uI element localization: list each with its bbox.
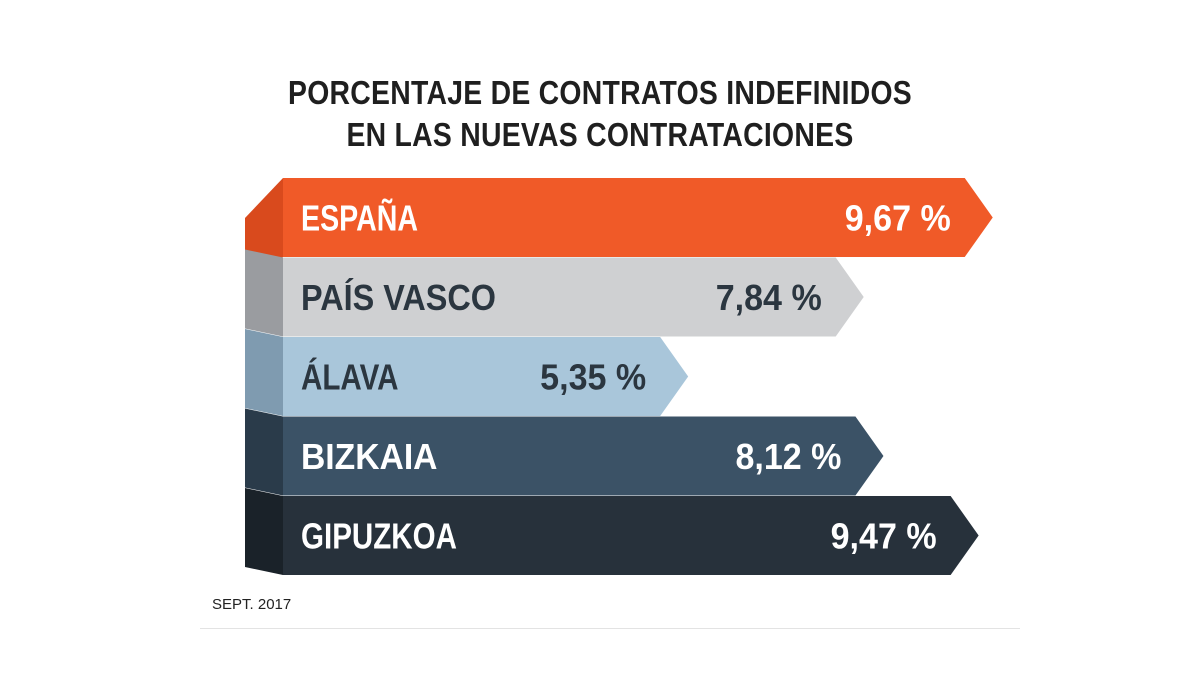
bar-5 [283, 496, 979, 575]
bar-4 [283, 416, 884, 496]
bar-category-label: BIZKAIA [301, 436, 438, 477]
chart-title-line-1: PORCENTAJE DE CONTRATOS INDEFINIDOS [288, 74, 912, 111]
bar-side-4 [245, 408, 283, 496]
bar-side-3 [245, 329, 283, 416]
bar-1 [283, 178, 993, 257]
bar-value-label: 9,47 % [831, 515, 937, 556]
bar-3 [283, 337, 689, 416]
bar-side-2 [245, 249, 283, 337]
bar-value-label: 8,12 % [735, 436, 841, 477]
bar-category-label: GIPUZKOA [301, 515, 457, 556]
bar-category-label: ÁLAVA [301, 356, 399, 397]
bar-side-5 [245, 488, 283, 575]
bottom-divider [200, 628, 1020, 629]
bar-value-label: 5,35 % [540, 356, 646, 397]
bar-value-label: 9,67 % [845, 197, 951, 238]
bar-2 [283, 257, 864, 337]
bar-category-label: PAÍS VASCO [301, 277, 496, 318]
footnote-date: SEPT. 2017 [212, 596, 292, 613]
chart-title-line-2: EN LAS NUEVAS CONTRATACIONES [346, 116, 854, 153]
bar-category-label: ESPAÑA [301, 196, 418, 238]
chart-title: PORCENTAJE DE CONTRATOS INDEFINIDOS EN L… [84, 72, 1116, 156]
bar-value-label: 7,84 % [716, 277, 822, 318]
